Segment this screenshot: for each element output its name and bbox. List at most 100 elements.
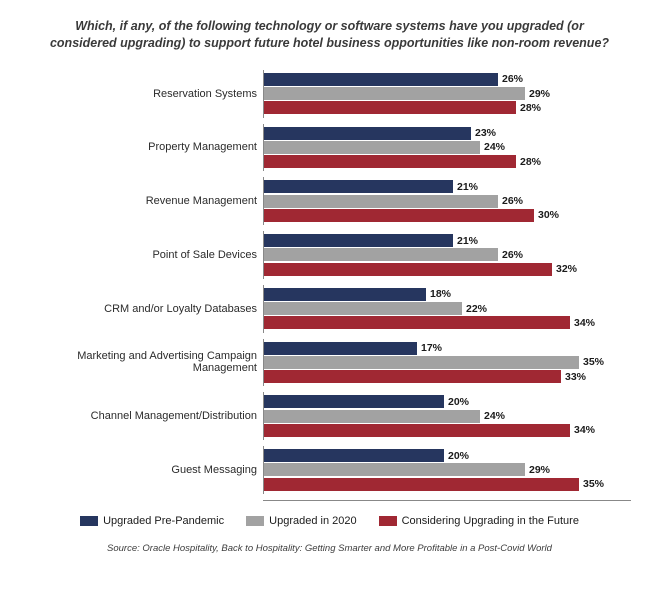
grouped-bar-chart: Reservation Systems26%29%28%Property Man… <box>28 70 631 494</box>
bar-group: 21% 26% 30% <box>263 177 631 225</box>
bar-wrap: 26% <box>264 248 631 261</box>
legend-swatch <box>246 516 264 526</box>
legend-label: Upgraded in 2020 <box>269 515 356 527</box>
bar-value-label: 28% <box>520 102 541 114</box>
legend-item: Considering Upgrading in the Future <box>379 515 579 527</box>
bar-value-label: 35% <box>583 478 604 490</box>
bar-wrap: 33% <box>264 370 631 383</box>
bar-pre <box>264 127 471 140</box>
bar-in2020 <box>264 463 525 476</box>
bar-group: 20% 29% 35% <box>263 446 631 494</box>
chart-row: Reservation Systems26%29%28% <box>28 70 631 118</box>
bar-value-label: 28% <box>520 156 541 168</box>
bar-wrap: 34% <box>264 424 631 437</box>
bar-pre <box>264 180 453 193</box>
category-label: CRM and/or Loyalty Databases <box>28 303 263 315</box>
bar-wrap: 32% <box>264 263 631 276</box>
category-label: Property Management <box>28 141 263 153</box>
bar-wrap: 29% <box>264 87 631 100</box>
bar-wrap: 21% <box>264 234 631 247</box>
category-label: Point of Sale Devices <box>28 249 263 261</box>
category-label: Revenue Management <box>28 195 263 207</box>
bar-value-label: 35% <box>583 356 604 368</box>
bar-pre <box>264 449 444 462</box>
bar-pre <box>264 342 417 355</box>
legend-item: Upgraded Pre-Pandemic <box>80 515 224 527</box>
legend-swatch <box>80 516 98 526</box>
bar-wrap: 21% <box>264 180 631 193</box>
bar-group: 26% 29% 28% <box>263 70 631 118</box>
bar-future <box>264 263 552 276</box>
bar-group: 17% 35% 33% <box>263 339 631 387</box>
bar-value-label: 24% <box>484 410 505 422</box>
bar-future <box>264 101 516 114</box>
bar-future <box>264 424 570 437</box>
bar-value-label: 33% <box>565 371 586 383</box>
bar-future <box>264 209 534 222</box>
chart-title: Which, if any, of the following technolo… <box>48 18 611 52</box>
bar-in2020 <box>264 248 498 261</box>
bar-value-label: 30% <box>538 209 559 221</box>
bar-value-label: 34% <box>574 424 595 436</box>
chart-row: Point of Sale Devices 21% 26% 32% <box>28 231 631 279</box>
bar-wrap: 17% <box>264 342 631 355</box>
bar-wrap: 30% <box>264 209 631 222</box>
chart-row: Property Management 23% 24% 28% <box>28 124 631 172</box>
legend-label: Upgraded Pre-Pandemic <box>103 515 224 527</box>
bar-wrap: 29% <box>264 463 631 476</box>
bar-wrap: 35% <box>264 478 631 491</box>
bar-wrap: 34% <box>264 316 631 329</box>
chart-row: CRM and/or Loyalty Databases 18% 22%34% <box>28 285 631 333</box>
bar-wrap: 20% <box>264 395 631 408</box>
bar-future <box>264 155 516 168</box>
bar-value-label: 20% <box>448 396 469 408</box>
bar-wrap: 26% <box>264 73 631 86</box>
bar-future <box>264 316 570 329</box>
bar-value-label: 21% <box>457 181 478 193</box>
chart-row: Marketing and Advertising Campaign Manag… <box>28 339 631 387</box>
bar-group: 20% 24% 34% <box>263 392 631 440</box>
bar-in2020 <box>264 195 498 208</box>
bar-group: 18% 22%34% <box>263 285 631 333</box>
bar-in2020 <box>264 87 525 100</box>
chart-row: Channel Management/Distribution20%24%34% <box>28 392 631 440</box>
bar-value-label: 26% <box>502 249 523 261</box>
bar-pre <box>264 395 444 408</box>
bar-in2020 <box>264 410 480 423</box>
legend: Upgraded Pre-Pandemic Upgraded in 2020 Con… <box>28 515 631 527</box>
bar-value-label: 18% <box>430 288 451 300</box>
bar-value-label: 24% <box>484 141 505 153</box>
bar-wrap: 22% <box>264 302 631 315</box>
chart-row: Guest Messaging20% 29% 35% <box>28 446 631 494</box>
bar-pre <box>264 234 453 247</box>
bar-wrap: 35% <box>264 356 631 369</box>
legend-item: Upgraded in 2020 <box>246 515 356 527</box>
bar-group: 21% 26% 32% <box>263 231 631 279</box>
x-axis-line <box>263 500 631 501</box>
bar-future <box>264 370 561 383</box>
bar-value-label: 29% <box>529 464 550 476</box>
bar-group: 23% 24% 28% <box>263 124 631 172</box>
chart-row: Revenue Management 21% 26% 30% <box>28 177 631 225</box>
bar-value-label: 22% <box>466 303 487 315</box>
bar-pre <box>264 73 498 86</box>
bar-value-label: 26% <box>502 73 523 85</box>
bar-wrap: 28% <box>264 155 631 168</box>
source-note: Source: Oracle Hospitality, Back to Hosp… <box>28 543 631 554</box>
bar-in2020 <box>264 356 579 369</box>
bar-wrap: 23% <box>264 127 631 140</box>
legend-label: Considering Upgrading in the Future <box>402 515 579 527</box>
bar-wrap: 28% <box>264 101 631 114</box>
bar-value-label: 23% <box>475 127 496 139</box>
category-label: Marketing and Advertising Campaign Manag… <box>28 350 263 374</box>
bar-in2020 <box>264 302 462 315</box>
category-label: Guest Messaging <box>28 464 263 476</box>
bar-value-label: 17% <box>421 342 442 354</box>
bar-value-label: 29% <box>529 88 550 100</box>
bar-value-label: 26% <box>502 195 523 207</box>
bar-value-label: 21% <box>457 235 478 247</box>
bar-value-label: 32% <box>556 263 577 275</box>
legend-swatch <box>379 516 397 526</box>
bar-future <box>264 478 579 491</box>
bar-wrap: 20% <box>264 449 631 462</box>
